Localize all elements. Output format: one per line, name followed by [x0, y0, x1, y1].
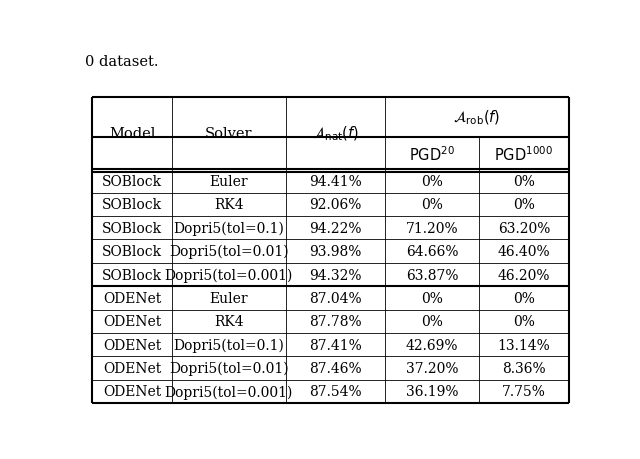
Text: SOBlock: SOBlock [102, 198, 162, 212]
Text: Dopri5(tol=0.001): Dopri5(tol=0.001) [164, 268, 293, 282]
Text: 0%: 0% [513, 314, 535, 329]
Text: 0%: 0% [421, 291, 443, 305]
Text: 87.54%: 87.54% [309, 385, 362, 398]
Text: SOBlock: SOBlock [102, 174, 162, 189]
Text: 37.20%: 37.20% [406, 361, 458, 375]
Text: 94.22%: 94.22% [309, 221, 362, 235]
Text: ODENet: ODENet [103, 385, 161, 398]
Text: Model: Model [109, 127, 156, 141]
Text: Dopri5(tol=0.01): Dopri5(tol=0.01) [169, 361, 289, 375]
Text: Dopri5(tol=0.001): Dopri5(tol=0.001) [164, 384, 293, 399]
Text: 64.66%: 64.66% [406, 245, 458, 258]
Text: 94.41%: 94.41% [309, 174, 362, 189]
Text: 93.98%: 93.98% [309, 245, 362, 258]
Text: ODENet: ODENet [103, 338, 161, 352]
Text: 0 dataset.: 0 dataset. [85, 55, 159, 69]
Text: Euler: Euler [209, 291, 248, 305]
Text: 0%: 0% [513, 291, 535, 305]
Text: PGD$^{1000}$: PGD$^{1000}$ [495, 145, 554, 163]
Text: 87.04%: 87.04% [309, 291, 362, 305]
Text: Dopri5(tol=0.01): Dopri5(tol=0.01) [169, 244, 289, 259]
Text: SOBlock: SOBlock [102, 221, 162, 235]
Text: ODENet: ODENet [103, 291, 161, 305]
Text: $\mathcal{A}_{\mathrm{rob}}(f)$: $\mathcal{A}_{\mathrm{rob}}(f)$ [453, 109, 500, 127]
Text: SOBlock: SOBlock [102, 268, 162, 282]
Text: Dopri5(tol=0.1): Dopri5(tol=0.1) [173, 221, 284, 235]
Text: RK4: RK4 [214, 314, 244, 329]
Text: 87.46%: 87.46% [309, 361, 362, 375]
Text: 8.36%: 8.36% [502, 361, 546, 375]
Text: 63.87%: 63.87% [406, 268, 458, 282]
Text: Solver: Solver [205, 127, 253, 141]
Text: 94.32%: 94.32% [309, 268, 362, 282]
Text: 0%: 0% [421, 198, 443, 212]
Text: 63.20%: 63.20% [498, 221, 550, 235]
Text: Dopri5(tol=0.1): Dopri5(tol=0.1) [173, 338, 284, 352]
Text: 0%: 0% [513, 174, 535, 189]
Text: 7.75%: 7.75% [502, 385, 546, 398]
Text: Euler: Euler [209, 174, 248, 189]
Text: 13.14%: 13.14% [497, 338, 550, 352]
Text: 87.41%: 87.41% [309, 338, 362, 352]
Text: 0%: 0% [421, 174, 443, 189]
Text: PGD$^{20}$: PGD$^{20}$ [409, 145, 455, 163]
Text: 36.19%: 36.19% [406, 385, 458, 398]
Text: SOBlock: SOBlock [102, 245, 162, 258]
Text: 0%: 0% [421, 314, 443, 329]
Text: 92.06%: 92.06% [309, 198, 362, 212]
Text: RK4: RK4 [214, 198, 244, 212]
Text: 0%: 0% [513, 198, 535, 212]
Text: 46.20%: 46.20% [498, 268, 550, 282]
Text: $\mathcal{A}_{\mathrm{nat}}(f)$: $\mathcal{A}_{\mathrm{nat}}(f)$ [312, 124, 359, 143]
Text: 46.40%: 46.40% [498, 245, 550, 258]
Text: 42.69%: 42.69% [406, 338, 458, 352]
Text: 87.78%: 87.78% [309, 314, 362, 329]
Text: ODENet: ODENet [103, 314, 161, 329]
Text: ODENet: ODENet [103, 361, 161, 375]
Text: 71.20%: 71.20% [406, 221, 458, 235]
